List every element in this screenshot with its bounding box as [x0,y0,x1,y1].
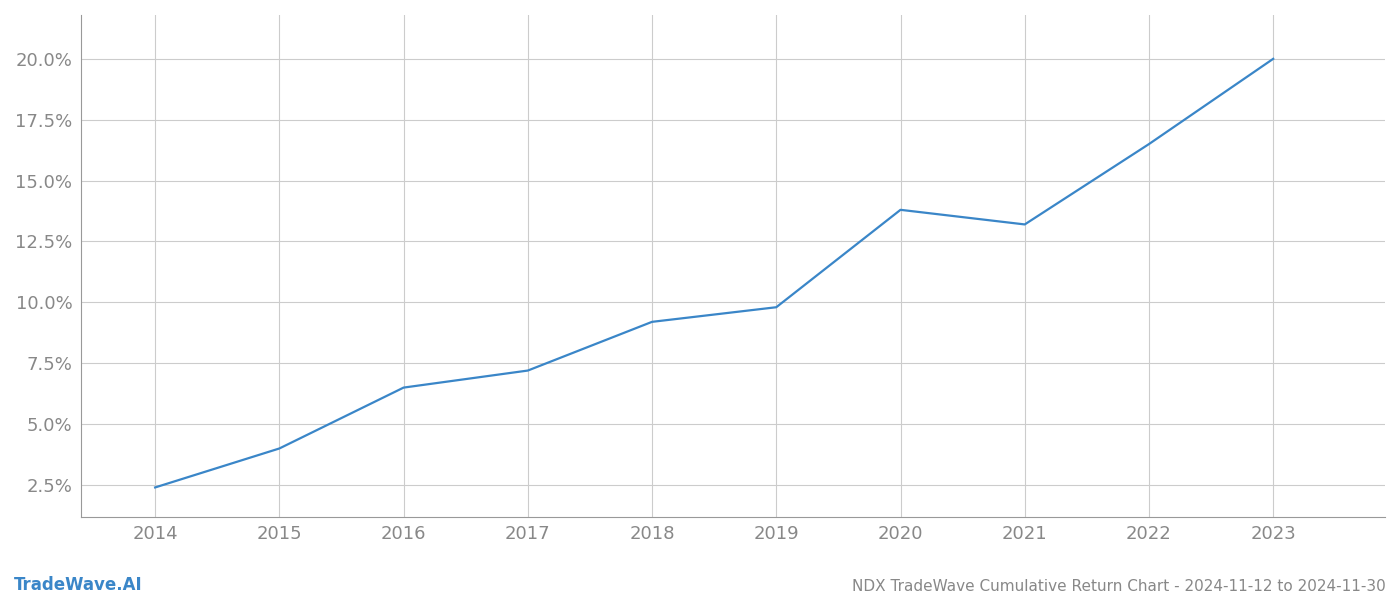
Text: NDX TradeWave Cumulative Return Chart - 2024-11-12 to 2024-11-30: NDX TradeWave Cumulative Return Chart - … [853,579,1386,594]
Text: TradeWave.AI: TradeWave.AI [14,576,143,594]
